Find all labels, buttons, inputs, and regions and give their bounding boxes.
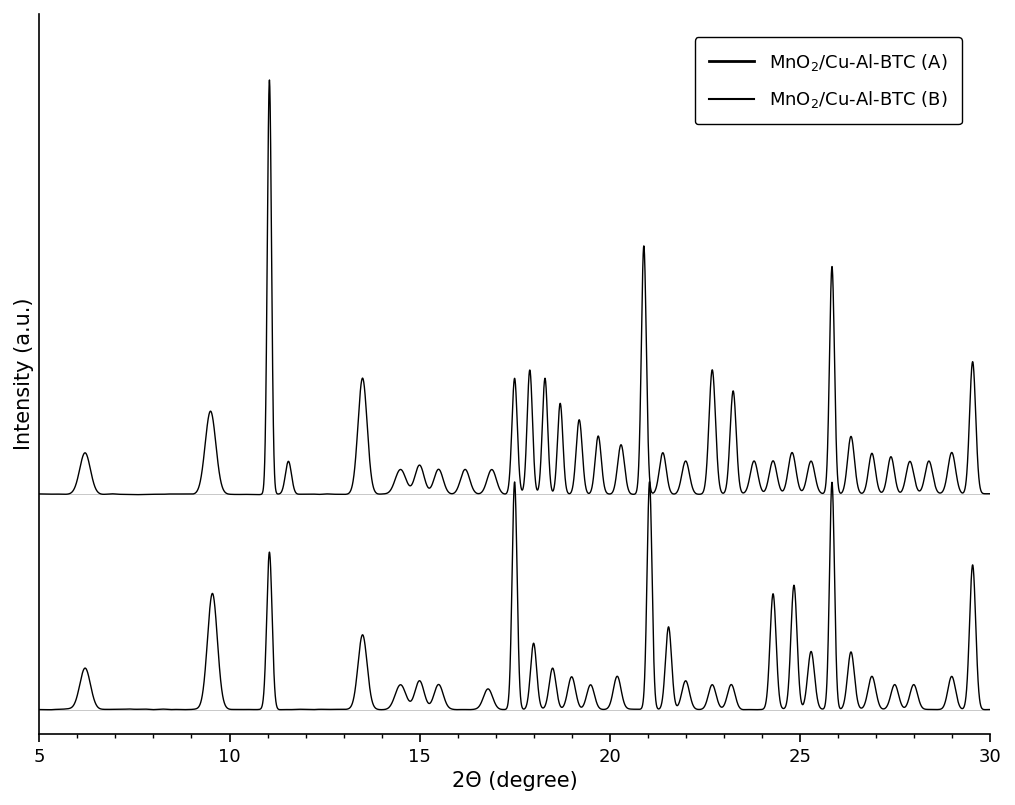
Y-axis label: Intensity (a.u.): Intensity (a.u.) <box>14 298 33 450</box>
Legend: MnO$_2$/Cu-Al-BTC (A), MnO$_2$/Cu-Al-BTC (B): MnO$_2$/Cu-Al-BTC (A), MnO$_2$/Cu-Al-BTC… <box>694 37 961 125</box>
X-axis label: 2Θ (degree): 2Θ (degree) <box>452 771 578 791</box>
